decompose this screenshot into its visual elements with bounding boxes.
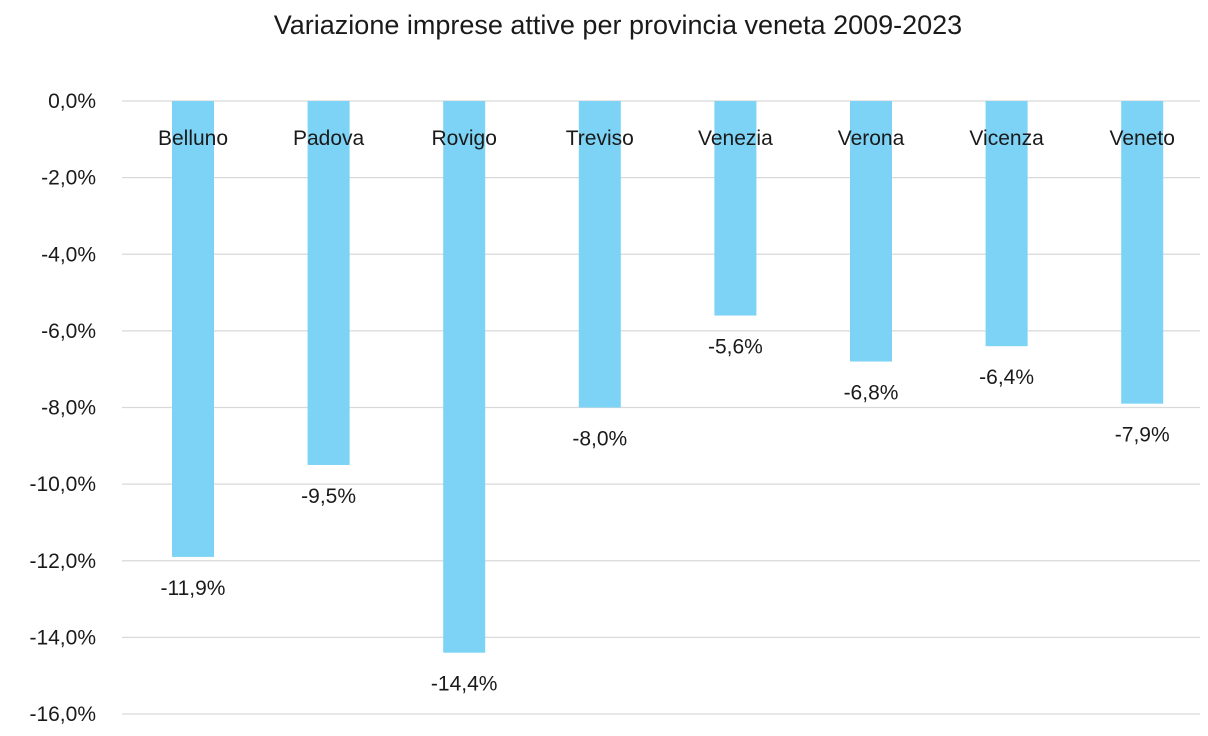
chart-title: Variazione imprese attive per provincia … bbox=[274, 10, 962, 40]
data-label: -9,5% bbox=[301, 485, 356, 508]
bar-vicenza bbox=[985, 101, 1028, 347]
category-label: Treviso bbox=[566, 127, 634, 150]
category-label: Belluno bbox=[158, 127, 228, 150]
category-label: Rovigo bbox=[432, 127, 497, 150]
data-label: -5,6% bbox=[708, 336, 763, 359]
y-tick-label: -10,0% bbox=[29, 473, 96, 496]
y-tick-label: -4,0% bbox=[41, 243, 96, 266]
y-tick-label: 0,0% bbox=[48, 90, 96, 113]
y-axis-tick-labels: 0,0% -2,0% -4,0% -6,0% -8,0% -10,0% -12,0% -14,… bbox=[29, 90, 96, 726]
category-label: Padova bbox=[293, 127, 365, 150]
data-label: -7,9% bbox=[1115, 424, 1170, 447]
data-label: -8,0% bbox=[572, 428, 627, 451]
category-label: Venezia bbox=[698, 127, 773, 150]
data-labels: -11,9% -9,5% -14,4% -8,0% -5,6% -6,8% -6,4% -7,… bbox=[161, 336, 1170, 696]
y-tick-label: -8,0% bbox=[41, 397, 96, 420]
data-label: -6,4% bbox=[979, 366, 1034, 389]
bar-belluno bbox=[172, 101, 214, 557]
y-tick-label: -2,0% bbox=[41, 167, 96, 190]
bar-verona bbox=[850, 101, 892, 362]
bar-treviso bbox=[578, 101, 621, 408]
data-label: -11,9% bbox=[161, 577, 226, 600]
y-tick-label: -12,0% bbox=[29, 550, 96, 573]
category-label: Veneto bbox=[1109, 127, 1174, 150]
bar-padova bbox=[307, 101, 350, 465]
category-labels: Belluno Padova Rovigo Treviso Venezia Verona V… bbox=[158, 127, 1175, 150]
category-label: Vicenza bbox=[969, 127, 1044, 150]
data-label: -14,4% bbox=[431, 673, 498, 696]
gridlines bbox=[122, 100, 1200, 715]
bar-rovigo bbox=[443, 101, 486, 653]
y-tick-label: -14,0% bbox=[29, 626, 96, 649]
data-label: -6,8% bbox=[844, 382, 899, 405]
y-tick-label: -16,0% bbox=[29, 703, 96, 726]
y-tick-label: -6,0% bbox=[41, 320, 96, 343]
category-label: Verona bbox=[838, 127, 905, 150]
bar-venezia bbox=[714, 101, 757, 316]
bar-veneto bbox=[1121, 101, 1164, 404]
bars bbox=[172, 101, 1164, 653]
